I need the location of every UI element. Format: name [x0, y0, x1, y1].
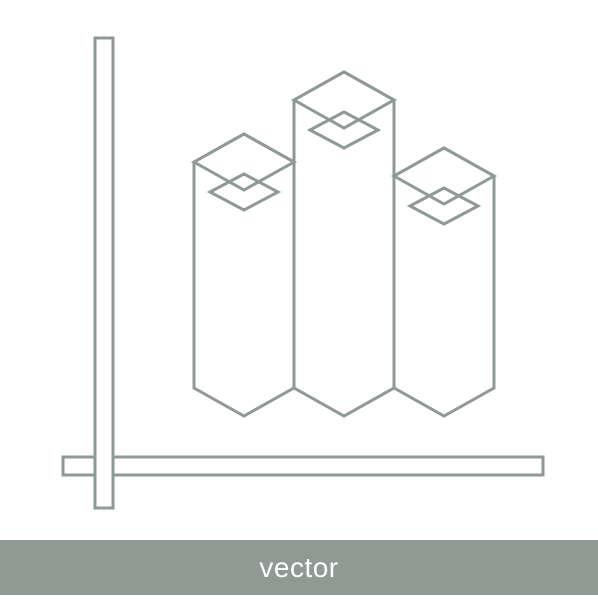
caption-band: vector [0, 540, 598, 595]
bars-silhouette [194, 72, 494, 416]
x-axis-bar [63, 457, 543, 475]
y-axis-bar [95, 38, 113, 508]
chart-svg [0, 0, 598, 600]
icon-stage: vector [0, 0, 598, 600]
caption-text: vector [259, 552, 338, 584]
